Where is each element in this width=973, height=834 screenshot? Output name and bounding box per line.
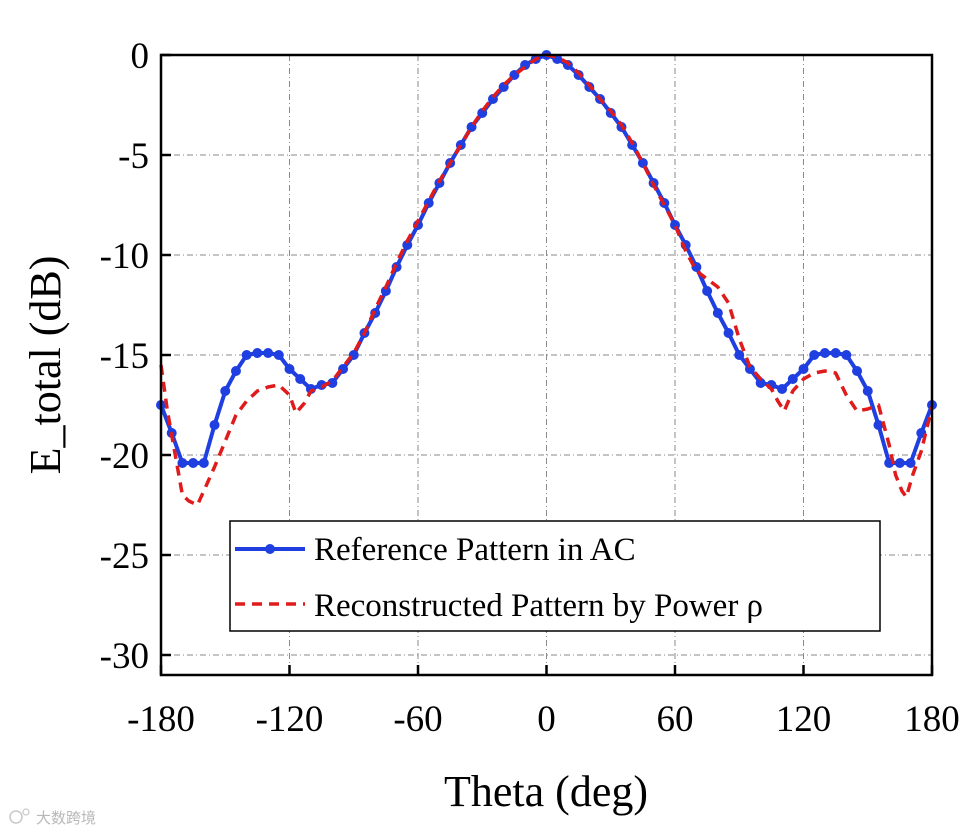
reference-data-point: [873, 420, 884, 430]
x-tick-label: -120: [256, 699, 324, 740]
reference-data-point: [841, 350, 852, 360]
x-tick-label: 60: [657, 699, 694, 740]
y-tick-label: -10: [100, 236, 149, 277]
y-tick-label: -5: [118, 136, 149, 177]
y-tick-label: -30: [100, 636, 149, 677]
reference-data-point: [198, 458, 209, 468]
x-tick-label: 0: [537, 699, 556, 740]
reference-data-point: [852, 366, 863, 376]
reference-data-point: [220, 386, 231, 396]
watermark-logo-icon-dot: [22, 808, 30, 816]
reference-data-point: [809, 350, 820, 360]
reference-data-point: [177, 458, 188, 468]
reference-data-point: [787, 374, 798, 384]
reference-data-point: [755, 378, 766, 388]
reference-data-point: [798, 364, 809, 374]
reference-data-point: [702, 286, 713, 296]
legend: Reference Pattern in AC Reconstructed Pa…: [229, 520, 881, 632]
reference-data-point: [295, 374, 306, 384]
y-tick-label: -15: [100, 336, 149, 377]
y-axis-title: E_total (dB): [21, 256, 70, 475]
reference-data-point: [777, 384, 788, 394]
reference-data-point: [894, 458, 905, 468]
reference-data-point: [819, 348, 830, 358]
y-tick-label: -25: [100, 536, 149, 577]
reference-data-point: [862, 386, 873, 396]
reference-data-point: [252, 348, 263, 358]
reference-data-point: [712, 308, 723, 318]
watermark-text: 大数跨境: [36, 809, 96, 827]
reference-data-point: [241, 350, 252, 360]
reference-data-point: [273, 350, 284, 360]
reference-data-point: [830, 348, 841, 358]
legend-label-reconstructed: Reconstructed Pattern by Power ρ: [314, 588, 763, 624]
reference-data-point: [263, 348, 274, 358]
reference-data-point: [734, 350, 745, 360]
x-tick-label: -60: [393, 699, 442, 740]
reference-data-point: [230, 366, 241, 376]
reference-data-point: [402, 240, 413, 250]
reference-data-point: [284, 364, 295, 374]
x-tick-label: 180: [904, 699, 960, 740]
legend-box: [229, 520, 881, 632]
legend-label-reference: Reference Pattern in AC: [314, 532, 636, 568]
legend-marker-reference: [265, 544, 275, 554]
reference-data-point: [209, 420, 220, 430]
y-tick-label: -20: [100, 436, 149, 477]
x-axis-title: Theta (deg): [444, 767, 648, 816]
axis-ticks: -180 -120 -60 0 60 120 180 0 -5 -10 -15 -20 -25 -30: [100, 36, 960, 740]
reference-data-point: [723, 328, 734, 338]
watermark-logo-icon: [9, 810, 23, 824]
reference-data-point: [327, 378, 338, 388]
y-tick-label: 0: [131, 36, 150, 77]
reference-data-point: [744, 364, 755, 374]
x-tick-label: 120: [776, 699, 832, 740]
watermark: 大数跨境: [9, 808, 96, 827]
x-tick-label: -180: [127, 699, 195, 740]
reference-data-point: [905, 458, 916, 468]
reference-data-point: [188, 458, 199, 468]
